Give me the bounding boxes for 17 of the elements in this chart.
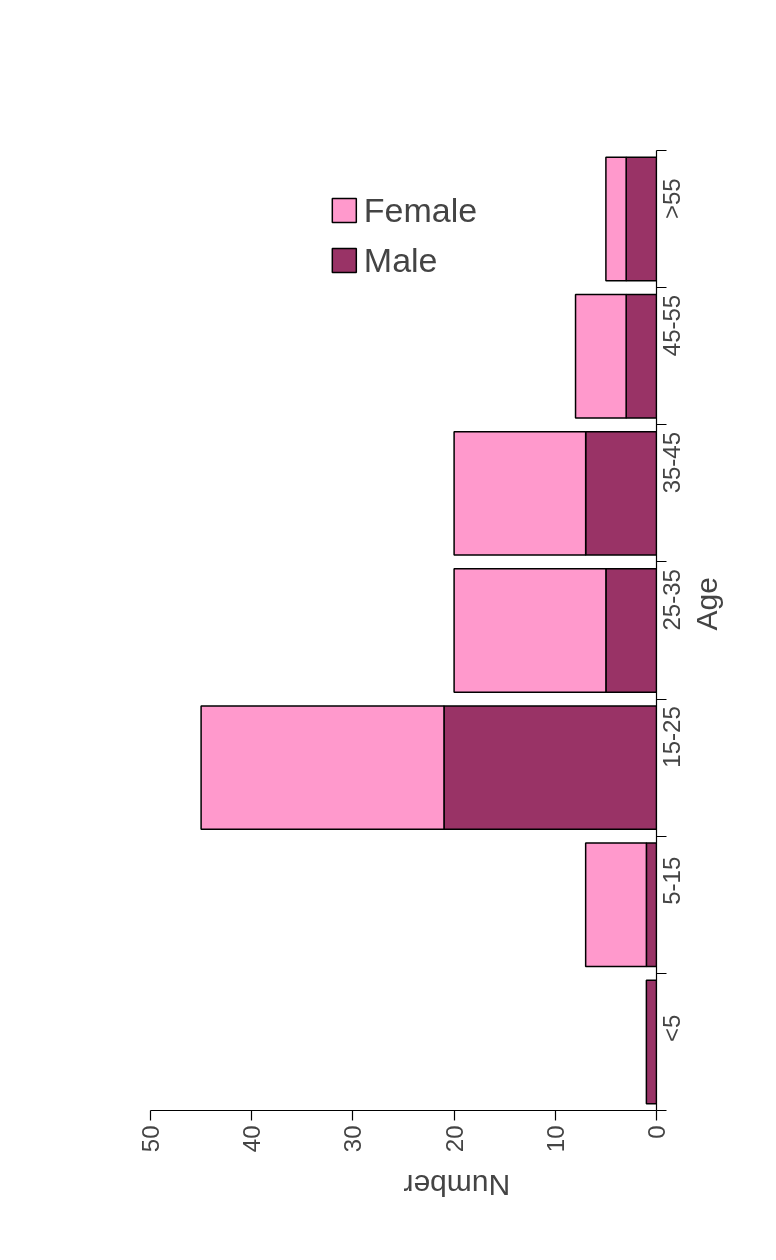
x-tick-label: 30	[339, 1125, 367, 1153]
y-tick-label: 25-35	[658, 569, 685, 631]
y-tick-label: <5	[658, 1014, 685, 1042]
x-axis-title: Number	[403, 1168, 511, 1202]
y-axis-title: Age	[690, 577, 723, 631]
x-tick-label: 20	[440, 1125, 468, 1153]
legend-label: Female	[363, 190, 478, 230]
y-tick-label: 35-45	[658, 431, 685, 494]
y-tick-label: 5-15	[658, 856, 685, 905]
y-tick-label: >55	[658, 178, 685, 220]
y-tick-label: 45-55	[658, 294, 685, 357]
x-tick-label: 0	[643, 1125, 670, 1139]
y-tick-label: 15-25	[658, 706, 685, 768]
x-tick-label: 10	[541, 1125, 569, 1153]
x-tick-label: 40	[238, 1125, 266, 1153]
legend-label: Male	[363, 240, 438, 280]
x-tick-label: 50	[137, 1125, 164, 1153]
